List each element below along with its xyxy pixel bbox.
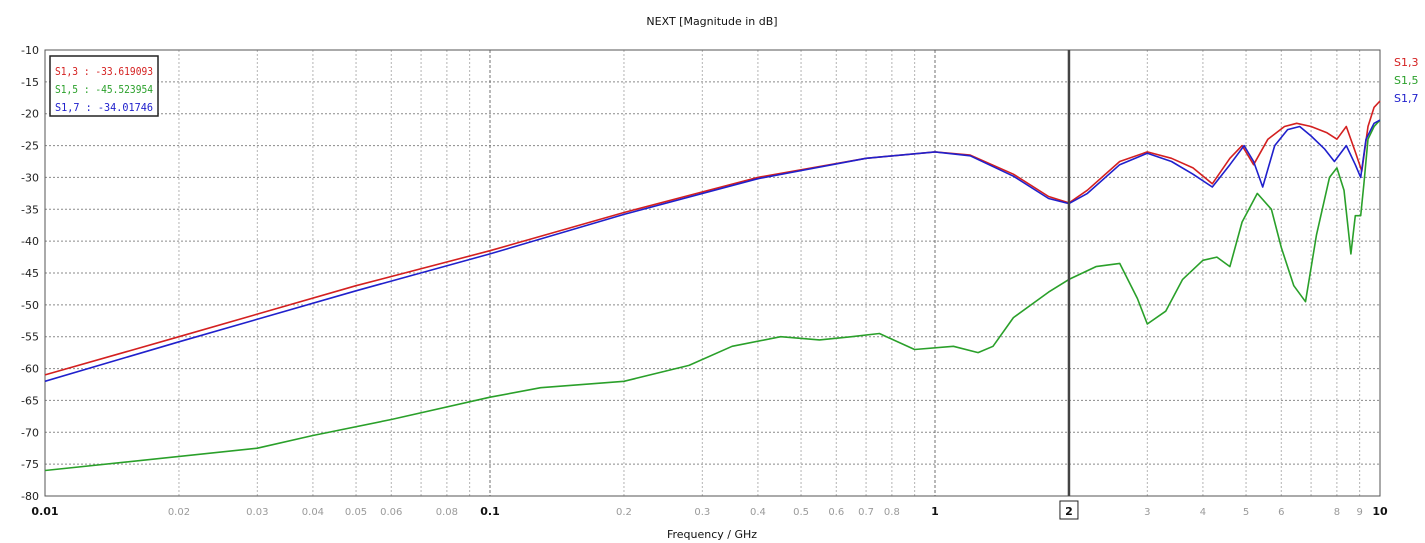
y-tick-label: -65	[21, 394, 39, 407]
legend-frame	[49, 55, 159, 117]
x-tick-label-minor: 0.6	[828, 507, 844, 518]
marker-label: 2	[1065, 505, 1073, 518]
x-axis-label: Frequency / GHz	[667, 528, 757, 541]
legend-entry-S1-3: S1,3 : -33.619093	[55, 65, 153, 78]
series-line-S1-5	[44, 119, 1381, 472]
x-tick-label-minor: 3	[1144, 507, 1150, 518]
x-tick-label-major: 10	[1372, 505, 1388, 518]
x-tick-label-minor: 0.2	[616, 507, 632, 518]
x-tick-label-minor: 6	[1278, 507, 1284, 518]
end-label-S1-5: S1,5	[1394, 74, 1418, 87]
y-axis-ticks: -10 -15 -20 -25 -30 -35 -40 -45 -50 -55 -60 -65 -70 -…	[21, 44, 39, 503]
y-tick-label: -45	[21, 267, 39, 280]
y-tick-label: -10	[21, 44, 39, 57]
y-tick-label: -40	[21, 235, 39, 248]
legend-entry-S1-7: S1,7 : -34.01746	[55, 101, 153, 114]
x-tick-label-minor: 0.8	[884, 507, 900, 518]
legend-box: S1,3 : -33.619093 S1,5 : -45.523954 S1,7 :…	[49, 55, 159, 117]
x-tick-label-minor: 0.06	[380, 507, 402, 518]
end-label-S1-7: S1,7	[1394, 92, 1418, 105]
x-tick-label-minor: 0.7	[858, 507, 874, 518]
y-tick-label: -30	[21, 171, 39, 184]
x-tick-label-minor: 0.02	[168, 507, 190, 518]
y-tick-label: -25	[21, 140, 39, 153]
y-tick-label: -60	[21, 363, 39, 376]
x-axis-ticks: 0.01 0.1 1 10 0.02 0.03 0.04 0.05 0.06 0.08 0.2 0.3…	[31, 505, 1388, 518]
x-tick-label-minor: 9	[1356, 507, 1362, 518]
x-tick-label-minor: 4	[1200, 507, 1206, 518]
y-tick-label: -80	[21, 490, 39, 503]
series-end-labels: S1,3 S1,5 S1,7	[1394, 56, 1418, 105]
x-tick-label-minor: 5	[1243, 507, 1249, 518]
legend-entry-S1-5: S1,5 : -45.523954	[55, 83, 153, 96]
x-tick-label-minor: 0.04	[302, 507, 324, 518]
marker-label-box	[1059, 500, 1079, 520]
plot-area-frame	[44, 49, 1381, 497]
grid-lines	[45, 50, 1380, 496]
x-tick-label-minor: 0.08	[436, 507, 458, 518]
end-label-S1-3: S1,3	[1394, 56, 1418, 69]
x-tick-label-major: 0.01	[31, 505, 58, 518]
y-tick-label: -35	[21, 203, 39, 216]
y-tick-label: -50	[21, 299, 39, 312]
x-tick-label-minor: 0.03	[246, 507, 268, 518]
y-tick-label: -20	[21, 108, 39, 121]
chart-title: NEXT [Magnitude in dB]	[646, 15, 777, 28]
x-tick-label-major: 1	[931, 505, 939, 518]
x-tick-label-minor: 0.05	[345, 507, 367, 518]
series-line-S1-7	[44, 119, 1381, 383]
y-tick-label: -55	[21, 331, 39, 344]
y-tick-label: -75	[21, 458, 39, 471]
series-line-S1-3	[44, 100, 1381, 376]
x-tick-label-minor: 8	[1334, 507, 1340, 518]
y-tick-label: -70	[21, 426, 39, 439]
series-lines	[44, 100, 1381, 472]
x-tick-label-minor: 0.4	[750, 507, 766, 518]
y-tick-label: -15	[21, 76, 39, 89]
x-tick-label-major: 0.1	[480, 505, 500, 518]
x-tick-label-minor: 0.5	[793, 507, 809, 518]
x-tick-label-minor: 0.3	[694, 507, 710, 518]
frequency-marker[interactable]: 2	[1059, 50, 1079, 520]
